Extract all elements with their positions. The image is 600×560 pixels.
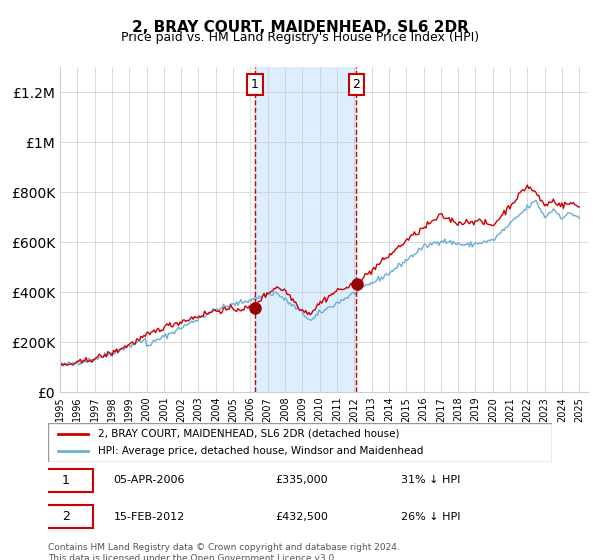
Text: 2: 2 (352, 78, 361, 91)
Text: 26% ↓ HPI: 26% ↓ HPI (401, 511, 460, 521)
FancyBboxPatch shape (38, 505, 94, 528)
Text: 31% ↓ HPI: 31% ↓ HPI (401, 475, 460, 486)
Text: 1: 1 (251, 78, 259, 91)
FancyBboxPatch shape (48, 423, 552, 462)
Text: 2: 2 (62, 510, 70, 523)
Text: 15-FEB-2012: 15-FEB-2012 (113, 511, 185, 521)
Text: 2, BRAY COURT, MAIDENHEAD, SL6 2DR: 2, BRAY COURT, MAIDENHEAD, SL6 2DR (131, 20, 469, 35)
Text: Price paid vs. HM Land Registry's House Price Index (HPI): Price paid vs. HM Land Registry's House … (121, 31, 479, 44)
Text: 1: 1 (62, 474, 70, 487)
Text: £432,500: £432,500 (275, 511, 328, 521)
Bar (255, 67, 356, 392)
Text: £335,000: £335,000 (275, 475, 328, 486)
Text: Contains HM Land Registry data © Crown copyright and database right 2024.
This d: Contains HM Land Registry data © Crown c… (48, 543, 400, 560)
Text: 2, BRAY COURT, MAIDENHEAD, SL6 2DR (detached house): 2, BRAY COURT, MAIDENHEAD, SL6 2DR (deta… (98, 429, 400, 439)
Text: HPI: Average price, detached house, Windsor and Maidenhead: HPI: Average price, detached house, Wind… (98, 446, 424, 456)
FancyBboxPatch shape (38, 469, 94, 492)
Text: 05-APR-2006: 05-APR-2006 (113, 475, 185, 486)
